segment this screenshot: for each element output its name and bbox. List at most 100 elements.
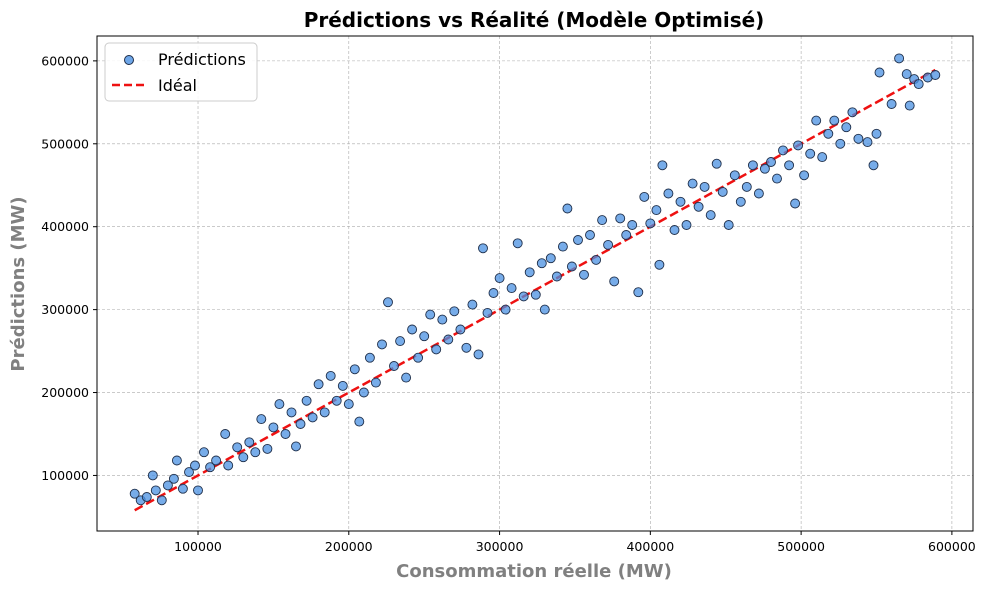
scatter-point bbox=[205, 462, 216, 473]
scatter-point bbox=[220, 429, 231, 439]
scatter-point bbox=[894, 53, 905, 64]
scatter-point bbox=[871, 128, 882, 139]
scatter-point bbox=[766, 157, 776, 167]
scatter-point bbox=[591, 254, 602, 265]
x-tick-label: 300000 bbox=[476, 539, 524, 554]
scatter-point bbox=[162, 480, 173, 491]
scatter-point bbox=[823, 128, 834, 139]
scatter-point bbox=[573, 235, 583, 245]
y-tick-label: 600000 bbox=[41, 53, 89, 68]
scatter-point bbox=[319, 407, 330, 418]
scatter-point bbox=[401, 372, 412, 383]
scatter-point bbox=[585, 230, 595, 240]
scatter-point bbox=[654, 259, 665, 270]
scatter-point bbox=[301, 395, 312, 406]
scatter-point bbox=[413, 352, 424, 363]
scatter-point bbox=[256, 414, 267, 425]
scatter-point bbox=[841, 122, 852, 133]
scatter-point bbox=[699, 181, 710, 192]
scatter-point bbox=[566, 261, 577, 272]
scatter-point bbox=[772, 173, 782, 184]
scatter-point bbox=[901, 69, 912, 80]
scatter-point bbox=[150, 485, 161, 496]
scatter-point bbox=[530, 289, 541, 300]
scatter-point bbox=[280, 429, 291, 439]
scatter-point bbox=[389, 361, 399, 371]
scatter-point bbox=[847, 107, 858, 118]
scatter-point bbox=[705, 210, 716, 221]
scatter-point bbox=[886, 99, 897, 109]
scatter-point bbox=[817, 152, 828, 163]
scatter-point bbox=[723, 220, 734, 230]
scatter-point bbox=[449, 306, 460, 317]
scatter-point bbox=[156, 495, 167, 506]
scatter-point bbox=[488, 288, 499, 298]
scatter-point bbox=[232, 442, 243, 453]
scatter-point bbox=[129, 488, 140, 499]
scatter-point bbox=[262, 443, 273, 454]
scatter-point bbox=[930, 70, 941, 80]
scatter-point bbox=[639, 191, 650, 202]
scatter-point bbox=[184, 467, 194, 478]
scatter-point bbox=[811, 115, 822, 126]
scatter-point bbox=[244, 437, 255, 448]
grid bbox=[97, 36, 973, 531]
legend-label-ideal: Idéal bbox=[158, 76, 197, 95]
scatter-point bbox=[868, 160, 879, 171]
scatter-point bbox=[437, 314, 448, 325]
scatter-point bbox=[790, 198, 801, 209]
scatter-point bbox=[551, 271, 562, 282]
scatter-point bbox=[467, 299, 478, 310]
scatter-point bbox=[506, 283, 517, 294]
scatter-point bbox=[657, 160, 668, 171]
scatter-point bbox=[615, 213, 626, 224]
scatter-point bbox=[829, 115, 840, 126]
scatter-point bbox=[557, 241, 568, 252]
scatter-point bbox=[168, 473, 179, 484]
scatter-point bbox=[874, 67, 885, 78]
scatter-point bbox=[331, 395, 342, 406]
x-tick-label: 200000 bbox=[325, 539, 373, 554]
scatter-point bbox=[518, 291, 529, 302]
scatter-point bbox=[473, 349, 484, 360]
legend: Prédictions Idéal bbox=[104, 42, 258, 102]
scatter-point bbox=[313, 379, 324, 390]
scatter-point bbox=[621, 230, 632, 240]
scatter-point bbox=[904, 100, 915, 111]
y-tick-label: 400000 bbox=[41, 219, 89, 234]
scatter-point bbox=[681, 220, 692, 230]
scatter-point bbox=[291, 441, 301, 452]
scatter-point bbox=[407, 324, 418, 335]
scatter-point bbox=[853, 133, 864, 144]
x-tick-label: 500000 bbox=[777, 539, 825, 554]
legend-label-predictions: Prédictions bbox=[158, 50, 246, 69]
scatter-point bbox=[675, 196, 686, 207]
scatter-point bbox=[669, 225, 680, 235]
scatter-point bbox=[562, 203, 573, 214]
scatter-point bbox=[645, 218, 656, 229]
plot-frame bbox=[96, 35, 974, 532]
legend-frame bbox=[104, 42, 258, 102]
x-tick-label: 600000 bbox=[928, 539, 976, 554]
scatter-point bbox=[425, 309, 436, 320]
scatter-point bbox=[295, 419, 306, 429]
x-axis-ticks: 100000 200000 300000 400000 500000 600000 bbox=[174, 531, 976, 554]
scatter-point bbox=[524, 267, 535, 278]
scatter-point bbox=[741, 181, 752, 192]
scatter-point bbox=[913, 79, 924, 90]
y-tick-label: 500000 bbox=[41, 136, 89, 151]
scatter-point bbox=[693, 201, 704, 212]
scatter-point bbox=[729, 170, 740, 181]
scatter-point bbox=[171, 455, 182, 466]
chart-title: Prédictions vs Réalité (Modèle Optimisé) bbox=[304, 8, 765, 32]
scatter-point bbox=[747, 160, 758, 171]
scatter-point bbox=[711, 158, 722, 169]
scatter-point bbox=[354, 416, 365, 427]
scatter-point bbox=[627, 220, 638, 230]
y-tick-label: 300000 bbox=[41, 302, 89, 317]
scatter-point bbox=[238, 452, 249, 463]
scatter-point bbox=[274, 399, 285, 410]
scatter-point bbox=[717, 186, 728, 197]
scatter-point bbox=[478, 243, 488, 254]
